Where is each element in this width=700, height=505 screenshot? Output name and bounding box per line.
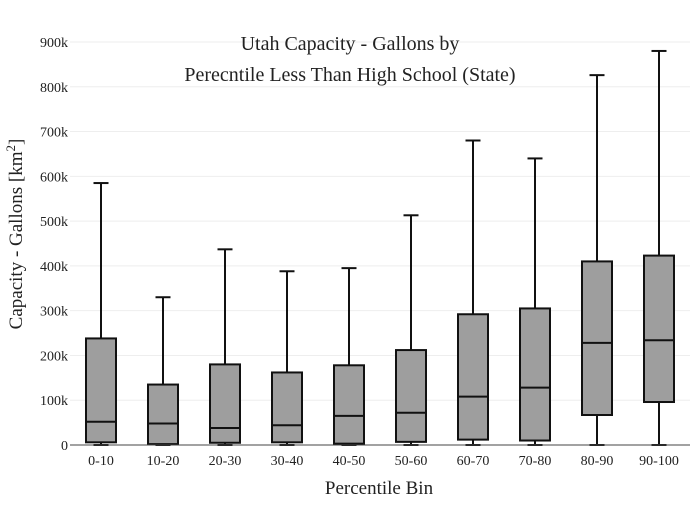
y-tick-label: 300k [40,305,68,320]
y-tick-label: 400k [40,260,68,275]
iqr-box [457,313,489,441]
y-tick-label: 0 [61,439,68,454]
iqr-box [581,260,613,416]
x-tick-label: 30-40 [271,454,304,469]
iqr-box [271,371,303,444]
y-tick-label: 500k [40,215,68,230]
chart-title-line-1: Utah Capacity - Gallons by [241,33,460,55]
iqr-box [147,383,179,446]
x-tick-label: 10-20 [147,454,180,469]
box-80-90 [581,74,613,446]
box-20-30 [209,248,241,446]
x-axis-title: Percentile Bin [325,478,434,499]
y-axis-unit: [km [6,151,27,182]
iqr-box [519,307,551,442]
boxes [85,49,675,446]
box-60-70 [457,139,489,446]
y-tick-label: 100k [40,394,68,409]
x-tick-label: 70-80 [519,454,552,469]
x-tick-label: 0-10 [88,454,114,469]
x-tick-label: 90-100 [639,454,679,469]
iqr-box [209,363,241,444]
y-tick-label: 800k [40,81,68,96]
x-tick-label: 60-70 [457,454,490,469]
y-tick-label: 900k [40,36,68,51]
x-tick-label: 40-50 [333,454,366,469]
box-10-20 [147,296,179,446]
x-tick-label: 50-60 [395,454,428,469]
y-axis-unit-superscript: 2 [3,145,18,152]
y-axis-title: Capacity - Gallons [km2] [3,139,28,330]
x-tick-label: 20-30 [209,454,242,469]
y-tick-label: 700k [40,126,68,141]
box-40-50 [333,267,365,446]
box-30-40 [271,270,303,446]
x-tick-label: 80-90 [581,454,614,469]
iqr-box [395,349,427,443]
chart-title-line-2: Perecntile Less Than High School (State) [184,64,515,86]
box-50-60 [395,214,427,446]
y-axis-unit-close: ] [6,139,27,145]
iqr-box [643,254,675,404]
y-axis-ticks: 0 100k 200k 300k 400k 500k 600k 700k 800k 900k [40,36,68,454]
gridlines [70,41,690,401]
box-0-10 [85,182,117,446]
y-tick-label: 200k [40,349,68,364]
x-axis-ticks: 0-10 10-20 20-30 30-40 40-50 50-60 60-70 70-80 8… [88,454,679,469]
y-axis-title-text: Capacity - Gallons [6,187,27,329]
box-70-80 [519,157,551,446]
iqr-box [85,337,117,444]
box-90-100 [643,49,675,446]
iqr-box [333,364,365,445]
y-tick-label: 600k [40,170,68,185]
